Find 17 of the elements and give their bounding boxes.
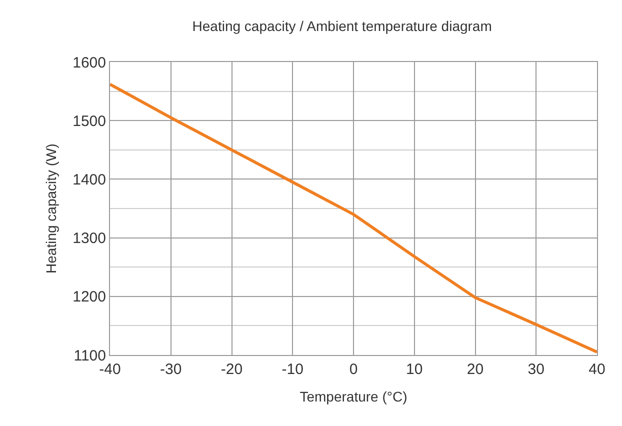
x-axis-title: Temperature (°C) — [300, 388, 408, 404]
x-tick-label: 30 — [528, 361, 544, 378]
y-tick-label: 1600 — [72, 54, 106, 72]
y-tick-label: 1300 — [72, 230, 106, 248]
y-tick-label: 1200 — [72, 288, 106, 306]
x-tick-label: 40 — [588, 361, 606, 378]
chart-title: Heating capacity / Ambient temperature diagram — [192, 18, 492, 34]
y-axis-title: Heating capacity (W) — [43, 144, 60, 274]
x-tick-label: 0 — [349, 361, 358, 378]
x-tick-label: -20 — [220, 361, 243, 378]
line-series — [110, 82, 597, 354]
y-tick-label: 1400 — [72, 171, 106, 188]
x-tick-label: 10 — [406, 361, 423, 378]
x-tick-label: 20 — [466, 361, 484, 378]
x-tick-label: -30 — [160, 361, 182, 378]
x-tick-label: -10 — [282, 361, 304, 378]
y-tick-label: 1500 — [72, 112, 106, 130]
